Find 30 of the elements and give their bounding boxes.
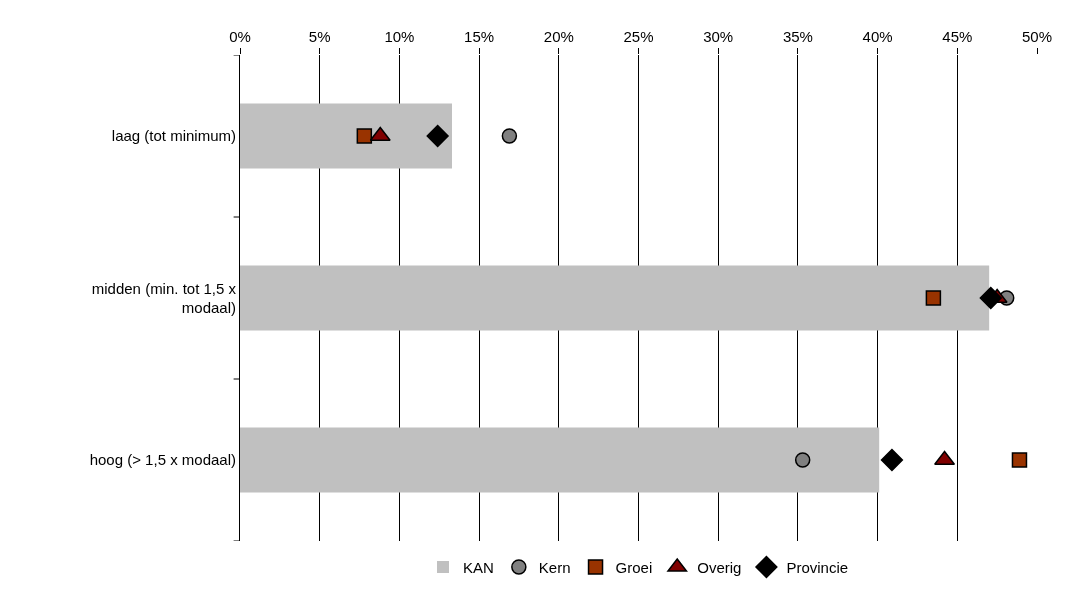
y-tick-label: laag (tot minimum) — [111, 127, 236, 145]
x-tick-label: 0% — [229, 28, 251, 45]
point — [501, 128, 518, 144]
x-tick-label: 50% — [1021, 28, 1053, 45]
x-tick-label: 5% — [308, 28, 331, 45]
x-tick-label: 35% — [782, 28, 813, 45]
x-tick-label: 30% — [703, 28, 734, 45]
point — [356, 128, 373, 144]
bar — [240, 265, 990, 331]
point — [925, 290, 942, 306]
point — [794, 452, 811, 468]
point — [1011, 452, 1028, 468]
x-tick-label: 15% — [464, 28, 495, 45]
legend-label: Groei — [615, 558, 653, 576]
y-tick-label: midden (min. tot 1,5 x modaal) — [91, 279, 237, 316]
y-tick-label: hoog (> 1,5 x modaal) — [89, 451, 236, 469]
bar — [240, 427, 880, 493]
x-tick-label: 20% — [543, 28, 574, 45]
point — [880, 448, 904, 472]
x-tick-label: 45% — [942, 28, 973, 45]
x-tick-label: 40% — [862, 28, 893, 45]
point — [426, 124, 449, 148]
point — [979, 286, 1002, 310]
legend-label: KAN — [463, 558, 494, 576]
bar — [240, 103, 452, 169]
legend-label: Overig — [697, 558, 742, 576]
legend-label: Kern — [538, 558, 571, 576]
x-tick-label: 25% — [623, 28, 654, 45]
x-tick-label: 10% — [384, 28, 415, 45]
legend-label: Provincie — [786, 558, 849, 576]
